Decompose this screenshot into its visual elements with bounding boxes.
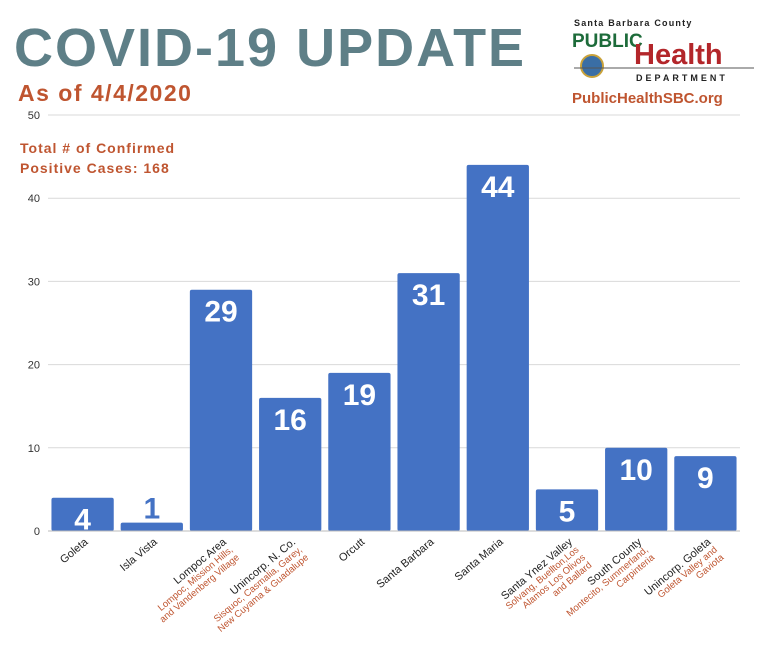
y-tick-label: 0 <box>34 526 40 538</box>
y-tick-label: 40 <box>28 193 40 205</box>
value-label: 1 <box>143 493 160 526</box>
x-tick-label: Santa Maria <box>453 536 507 584</box>
x-tick-label: Santa Barbara <box>374 536 437 591</box>
annotation: Total # of Confirmed <box>20 140 175 156</box>
bar <box>605 447 668 531</box>
annotation: Positive Cases: 168 <box>20 160 170 176</box>
logo-url: PublicHealthSBC.org <box>572 90 723 107</box>
x-label-group: Goleta <box>58 536 91 567</box>
logo: Santa Barbara County PUBLIC Health DEPAR… <box>572 18 754 107</box>
logo-seal <box>580 54 604 78</box>
bar <box>674 456 737 531</box>
bar <box>259 397 322 531</box>
value-label: 29 <box>204 296 237 329</box>
x-tick-label: Orcutt <box>337 536 368 564</box>
bar <box>328 372 391 531</box>
y-tick-label: 50 <box>28 110 40 122</box>
x-tick-label: Isla Vista <box>118 536 160 574</box>
bar <box>466 164 529 532</box>
logo-public: PUBLIC <box>572 31 643 52</box>
value-label: 19 <box>343 379 376 412</box>
chart-title: COVID-19 UPDATE <box>14 18 526 78</box>
value-label: 5 <box>559 495 576 528</box>
value-label: 4 <box>74 504 91 537</box>
y-tick-label: 30 <box>28 276 40 288</box>
logo-health: Health <box>634 39 723 71</box>
bar <box>189 289 253 531</box>
logo-county: Santa Barbara County <box>574 18 693 28</box>
value-label: 16 <box>274 404 307 437</box>
x-label-group: Santa Maria <box>453 536 507 584</box>
chart-subtitle: As of 4/4/2020 <box>18 80 192 106</box>
value-label: 31 <box>412 279 445 312</box>
bar <box>535 489 599 531</box>
value-label: 9 <box>697 462 714 495</box>
x-label-group: Isla Vista <box>118 536 160 574</box>
logo-department: DEPARTMENT <box>636 73 728 83</box>
bar <box>51 497 114 531</box>
x-tick-label: Goleta <box>58 536 91 567</box>
value-label: 44 <box>481 171 515 204</box>
bar <box>397 273 460 531</box>
y-tick-label: 20 <box>28 360 40 372</box>
x-label-group: Orcutt <box>337 536 368 564</box>
x-tick-note: Lompoc, Mission Hills, <box>156 545 235 614</box>
bar <box>120 522 183 531</box>
x-label-group: Santa Barbara <box>374 536 437 591</box>
y-tick-label: 10 <box>28 443 40 455</box>
value-label: 10 <box>620 454 653 487</box>
